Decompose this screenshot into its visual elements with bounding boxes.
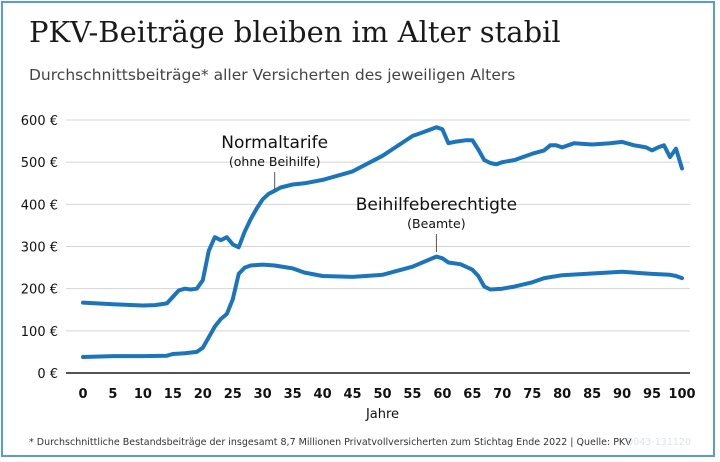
- x-tick-label: 10: [134, 387, 152, 402]
- x-tick-label: 65: [463, 387, 481, 402]
- x-tick-label: 75: [523, 387, 541, 402]
- series-sublabel-2: (Beamte): [407, 216, 465, 231]
- x-tick-label: 70: [493, 387, 511, 402]
- x-tick-label: 100: [668, 387, 695, 402]
- y-tick-label: 100 €: [21, 325, 58, 340]
- x-tick-label: 15: [164, 387, 182, 402]
- x-tick-label: 30: [254, 387, 272, 402]
- footnote: * Durchschnittliche Bestandsbeiträge der…: [29, 437, 632, 448]
- x-tick-label: 50: [373, 387, 391, 402]
- image-code: 0043-131120: [627, 437, 691, 448]
- y-tick-label: 400 €: [21, 198, 58, 213]
- x-tick-label: 25: [224, 387, 242, 402]
- x-tick-label: 60: [433, 387, 451, 402]
- y-tick-label: 300 €: [21, 241, 58, 256]
- y-tick-label: 0 €: [37, 367, 58, 382]
- page-subtitle: Durchschnittsbeiträge* aller Versicherte…: [29, 66, 516, 84]
- y-tick-label: 200 €: [21, 283, 58, 298]
- x-tick-label: 45: [344, 387, 362, 402]
- page-title: PKV-Beiträge bleiben im Alter stabil: [29, 15, 561, 49]
- x-tick-label: 5: [108, 387, 117, 402]
- x-tick-label: 85: [583, 387, 601, 402]
- x-tick-label: 90: [613, 387, 631, 402]
- x-tick-label: 40: [314, 387, 332, 402]
- y-tick-label: 500 €: [21, 156, 58, 171]
- series-label-2: Beihilfeberechtigte: [356, 195, 517, 215]
- x-tick-label: 0: [78, 387, 87, 402]
- x-tick-label: 80: [553, 387, 571, 402]
- series-sublabel-1: (ohne Beihilfe): [229, 154, 321, 169]
- y-tick-label: 600 €: [21, 114, 58, 129]
- x-tick-label: 55: [403, 387, 421, 402]
- x-tick-label: 35: [284, 387, 302, 402]
- x-tick-label: 20: [194, 387, 212, 402]
- series-line-1: [81, 125, 684, 308]
- chart-frame: PKV-Beiträge bleiben im Alter stabil Dur…: [1, 1, 715, 457]
- series-line-2: [81, 254, 684, 359]
- x-tick-label: 95: [643, 387, 661, 402]
- x-axis-label: Jahre: [365, 407, 399, 422]
- series-label-1: Normaltarife: [221, 133, 328, 153]
